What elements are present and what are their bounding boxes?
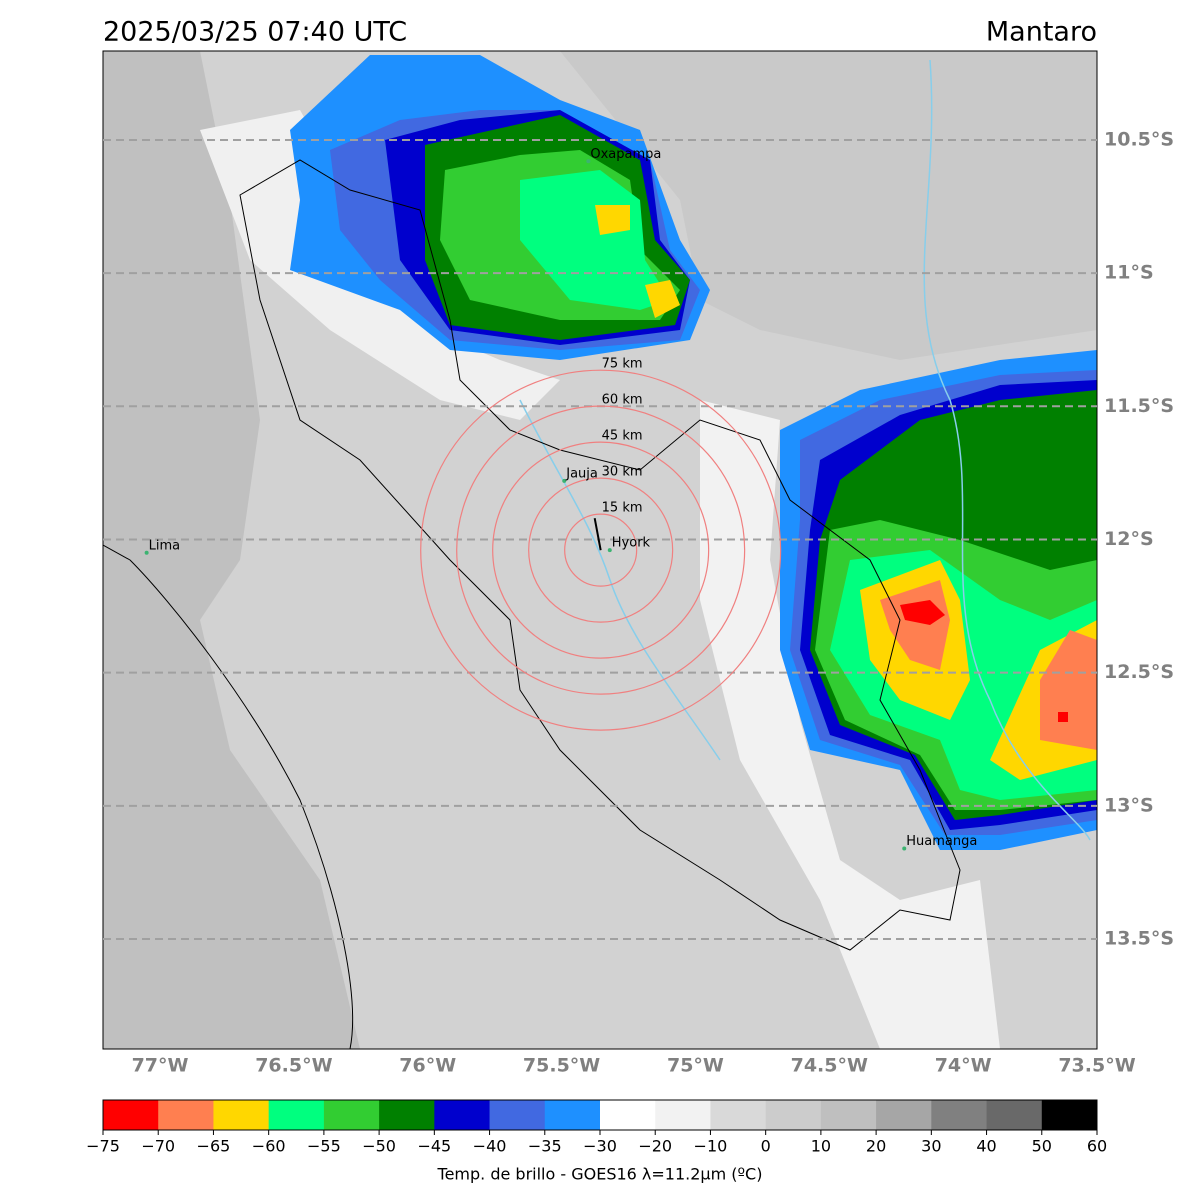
lat-label: 10.5°S: [1104, 128, 1174, 150]
place-name: Hyork: [612, 536, 651, 551]
colorbar-segment: [986, 1100, 1043, 1130]
colorbar-segment: [434, 1100, 491, 1130]
lon-label: 75°W: [667, 1055, 724, 1077]
lon-label: 77°W: [132, 1055, 189, 1077]
colorbar-segment: [544, 1100, 601, 1130]
colorbar-segment: [489, 1100, 546, 1130]
lat-label: 11°S: [1104, 262, 1154, 284]
place-marker: [562, 478, 567, 483]
place-marker: [902, 846, 907, 851]
lat-label: 12.5°S: [1104, 661, 1174, 683]
region: Mantaro: [986, 17, 1097, 48]
colorbar-tick-label: −20: [638, 1137, 672, 1156]
colorbar-segment: [710, 1100, 767, 1130]
range-ring: [420, 369, 782, 731]
colorbar-tick-label: 50: [1032, 1137, 1052, 1156]
colorbar-label: Temp. de brillo - GOES16 λ=11.2μm (ºC): [437, 1165, 763, 1184]
colorbar-segment: [1041, 1100, 1098, 1130]
colorbar-segment: [268, 1100, 325, 1130]
colorbar-tick-label: −35: [528, 1137, 562, 1156]
ring-label: 45 km: [602, 429, 643, 444]
colorbar-tick-label: 10: [811, 1137, 831, 1156]
ring-label: 60 km: [602, 393, 643, 408]
lon-label: 74.5°W: [791, 1055, 868, 1077]
colorbar-tick-label: 20: [866, 1137, 886, 1156]
imagery: [103, 51, 1097, 1049]
range-ring: [564, 513, 638, 587]
colorbar-segment: [655, 1100, 711, 1130]
lat-label: 11.5°S: [1104, 395, 1174, 417]
colorbar-tick-label: 0: [761, 1137, 771, 1156]
lon-label: 76°W: [399, 1055, 456, 1077]
range-ring: [492, 441, 710, 659]
lat-label: 13.5°S: [1104, 927, 1174, 949]
range-ring: [456, 405, 746, 695]
map-frame: [102, 50, 1098, 1050]
radar-beam: [593, 517, 602, 551]
colorbar-segment: [931, 1100, 988, 1130]
colorbar-tick-label: −10: [694, 1137, 728, 1156]
colorbar-segment: [600, 1100, 656, 1130]
lon-label: 73.5°W: [1058, 1055, 1135, 1077]
colorbar-segment: [213, 1100, 270, 1130]
colorbar-segment: [820, 1100, 877, 1130]
colorbar-tick-label: 30: [921, 1137, 941, 1156]
colorbar-tick-label: −60: [252, 1137, 286, 1156]
colorbar-tick-label: −30: [583, 1137, 617, 1156]
place-marker: [607, 548, 612, 553]
place-name: Jauja: [565, 466, 598, 481]
colorbar-tick-label: −75: [86, 1137, 120, 1156]
ring-label: 30 km: [602, 465, 643, 480]
colorbar-segment: [103, 1100, 159, 1130]
colorbar-tick-label: −55: [307, 1137, 341, 1156]
place-name: Huamanga: [906, 834, 977, 849]
colorbar-segment: [379, 1100, 435, 1130]
place-name: Lima: [149, 538, 180, 553]
colorbar-tick-label: −70: [141, 1137, 175, 1156]
lon-label: 75.5°W: [523, 1055, 600, 1077]
colorbar-segment: [765, 1100, 822, 1130]
lon-label: 74°W: [935, 1055, 992, 1077]
lat-label: 12°S: [1104, 528, 1154, 550]
colorbar-tick-label: −65: [197, 1137, 231, 1156]
range-ring: [528, 477, 674, 623]
lon-label: 76.5°W: [255, 1055, 332, 1077]
colorbar-segment: [158, 1100, 214, 1130]
ring-label: 75 km: [602, 357, 643, 372]
colorbar-segment: [876, 1100, 932, 1130]
lat-label: 13°S: [1104, 794, 1154, 816]
place-name: Oxapampa: [590, 147, 661, 162]
place-marker: [144, 550, 149, 555]
title: 2025/03/25 07:40 UTC: [103, 17, 407, 48]
colorbar-tick-label: 60: [1087, 1137, 1107, 1156]
colorbar-tick-label: 40: [976, 1137, 996, 1156]
colorbar-tick-label: −50: [362, 1137, 396, 1156]
colorbar-tick-label: −40: [473, 1137, 507, 1156]
place-marker: [586, 159, 591, 164]
ring-label: 15 km: [602, 501, 643, 516]
colorbar-segment: [323, 1100, 380, 1130]
colorbar-tick-label: −45: [417, 1137, 451, 1156]
